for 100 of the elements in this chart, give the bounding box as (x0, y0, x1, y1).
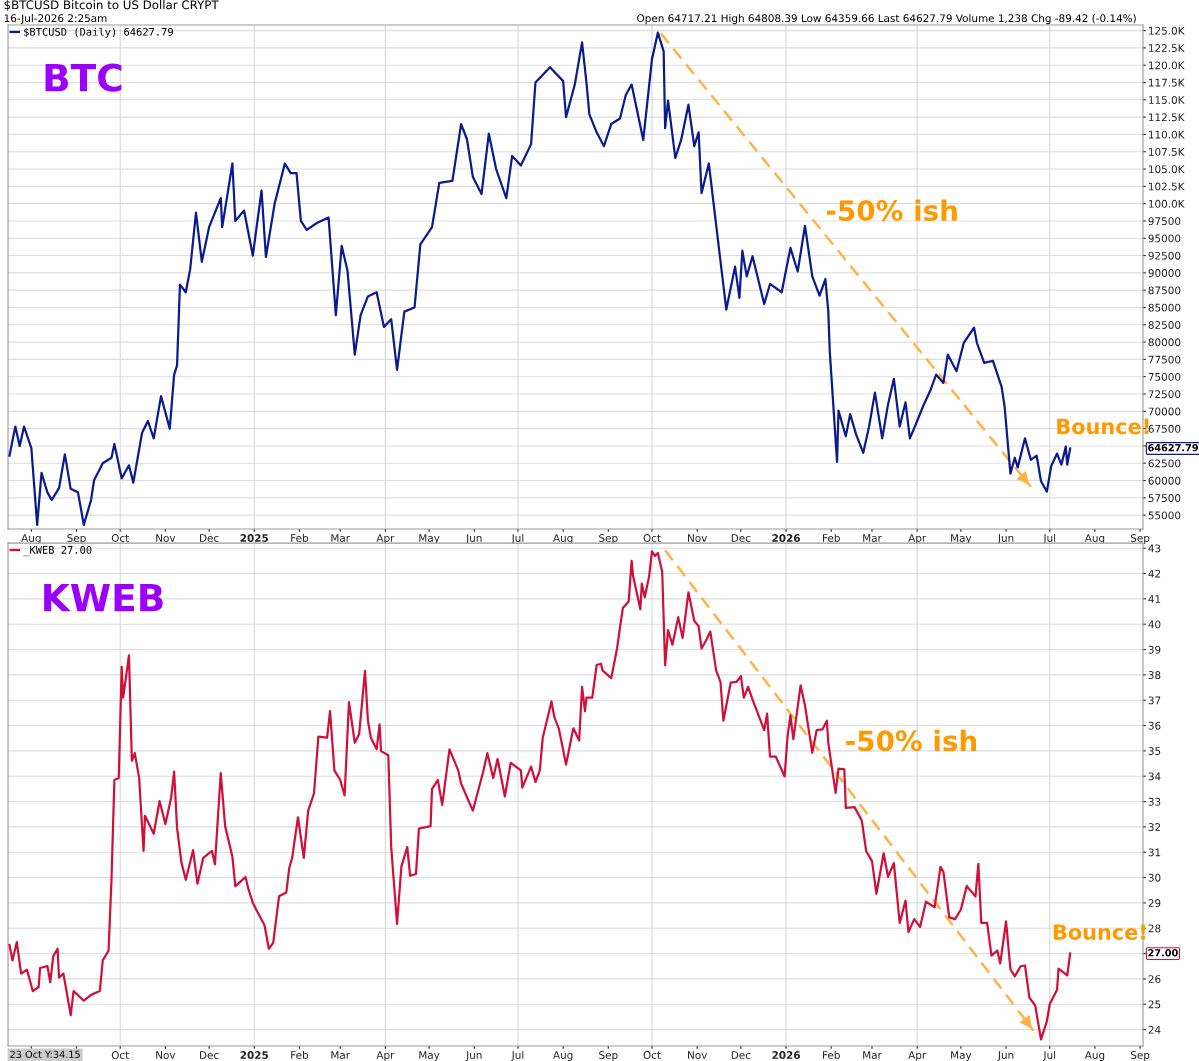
x-tick-label: Feb (823, 533, 840, 542)
y-tick-label: 77500 (1148, 355, 1181, 364)
text: 27.00 (1148, 949, 1178, 957)
x-tick-label: Aug (21, 534, 41, 544)
annotation: -50% ish (846, 729, 977, 752)
x-tick-label: Apr (908, 534, 927, 544)
x-tick-label: Nov (688, 1051, 708, 1059)
annotation: Bounce! (1057, 418, 1149, 435)
y-tick-label: 112.5K (1149, 113, 1185, 122)
annotation: BTC (45, 63, 122, 92)
x-tick-label: Aug (553, 1051, 573, 1061)
y-tick-label: 85000 (1148, 303, 1181, 312)
y-tick-label: 97500 (1148, 217, 1181, 226)
x-tick-label: Apr (376, 1051, 395, 1061)
y-tick-label: 41 (1148, 595, 1161, 603)
x-tick-label: Jun (997, 534, 1014, 544)
y-tick-label: 117.5K (1149, 78, 1185, 87)
x-tick-label: Oct (111, 1051, 129, 1059)
y-tick-label: 67500 (1148, 424, 1181, 433)
legend-label: _KWEB 27.00 (23, 545, 92, 557)
x-tick-label: Jul (511, 1050, 524, 1061)
y-tick-label: 34 (1148, 772, 1161, 781)
y-tick-label: 75000 (1148, 372, 1181, 381)
x-tick-label: Aug (553, 534, 573, 544)
text: 64627.79 (1148, 443, 1198, 452)
y-tick-label: 60000 (1148, 476, 1181, 485)
x-tick-label: Oct (643, 1051, 661, 1059)
y-tick-label: 30 (1148, 873, 1161, 882)
y-tick-label: 87500 (1148, 286, 1181, 295)
x-tick-label: Jul (1042, 1050, 1056, 1061)
y-tick-label: 80000 (1148, 338, 1181, 347)
y-tick-label: 90000 (1148, 269, 1181, 277)
y-tick-label: 42 (1148, 569, 1161, 578)
x-tick-label: May (951, 534, 972, 544)
x-tick-label: Sep (1130, 1051, 1150, 1061)
y-tick-label: 37 (1148, 696, 1161, 705)
x-tick-label: Jul (511, 533, 524, 544)
x-tick-label: Mar (863, 1051, 882, 1059)
y-tick-label: 25 (1148, 1000, 1161, 1009)
x-tick-label: 2026 (772, 534, 800, 542)
annotation: -50% ish (826, 199, 957, 222)
legend-label: $BTCUSD (Daily) 64627.79 (24, 27, 173, 38)
x-tick-label: Dec (731, 1051, 751, 1059)
y-tick-label: 43 (1148, 544, 1161, 553)
x-tick-label: Sep (599, 534, 618, 544)
x-tick-label: Jun (465, 534, 482, 544)
chart-subtitle: 16-Jul-2026 2:25am (4, 14, 107, 25)
x-tick-label: Feb (823, 1050, 840, 1059)
x-tick-label: Mar (331, 534, 351, 542)
x-tick-label: Sep (67, 534, 86, 544)
y-tick-label: 92500 (1148, 251, 1181, 260)
x-tick-label: Aug (1084, 534, 1105, 544)
y-tick-label: 57500 (1148, 494, 1181, 502)
x-tick-label: Sep (1130, 534, 1150, 544)
y-tick-label: 29 (1148, 899, 1161, 907)
y-tick-label: 24 (1148, 1025, 1161, 1034)
y-tick-label: 38 (1148, 671, 1161, 679)
y-tick-label: 107.5K (1149, 147, 1185, 156)
x-tick-label: Mar (863, 534, 882, 542)
y-tick-label: 70000 (1148, 407, 1181, 416)
x-tick-label: Feb (291, 533, 309, 542)
y-tick-label: 36 (1148, 721, 1161, 730)
x-tick-label: Nov (156, 1051, 176, 1059)
y-tick-label: 102.5K (1149, 182, 1185, 191)
x-tick-label: Oct (643, 534, 661, 542)
x-tick-label: Oct (111, 534, 129, 542)
x-tick-label: Jul (1042, 533, 1056, 544)
x-tick-label: May (951, 1051, 972, 1061)
x-tick-label: 2026 (772, 1051, 800, 1059)
y-tick-label: 125.0K (1149, 26, 1185, 35)
y-tick-label: 115.0K (1149, 96, 1185, 104)
x-tick-label: Nov (688, 534, 708, 542)
x-tick-label: Aug (1084, 1051, 1105, 1061)
y-tick-label: 95000 (1148, 234, 1181, 243)
x-tick-label: Dec (200, 1051, 219, 1059)
x-tick-label: Jun (997, 1051, 1014, 1061)
y-tick-label: 100.0K (1149, 199, 1185, 208)
x-tick-label: Apr (908, 1051, 927, 1061)
y-tick-label: 122.5K (1149, 44, 1185, 52)
annotation: KWEB (44, 583, 163, 612)
y-tick-label: 33 (1148, 797, 1161, 806)
y-tick-label: 55000 (1148, 511, 1181, 520)
x-tick-label: Dec (731, 534, 751, 542)
y-tick-label: 110.0K (1149, 130, 1185, 139)
chart-title: $BTCUSD Bitcoin to US Dollar CRYPT (4, 0, 219, 11)
y-tick-label: 35 (1148, 747, 1161, 755)
x-tick-label: May (419, 1051, 440, 1061)
y-tick-label: 72500 (1148, 390, 1181, 399)
x-tick-label: Mar (331, 1051, 351, 1059)
y-tick-label: 32 (1148, 823, 1161, 831)
text: 23 Oct Y:34.15 (10, 1050, 80, 1058)
x-tick-label: Nov (156, 534, 176, 542)
y-tick-label: 82500 (1148, 321, 1181, 329)
y-tick-label: 31 (1148, 848, 1161, 857)
y-tick-label: 40 (1148, 620, 1161, 629)
y-tick-label: 28 (1148, 924, 1161, 933)
y-tick-label: 62500 (1148, 459, 1181, 468)
text: Open 64717.21 High 64808.39 Low 64359.66 Last 64627.79 Volume 1,238 Chg -89.42 (-0.14%) (637, 14, 1136, 25)
x-tick-label: Jun (465, 1051, 482, 1061)
y-tick-label: 26 (1148, 975, 1161, 984)
